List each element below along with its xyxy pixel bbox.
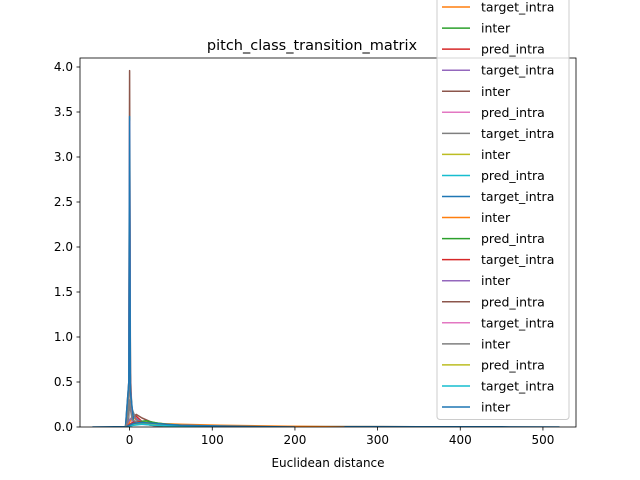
x-tick-label: 0 xyxy=(126,433,134,447)
legend-label-13: target_intra xyxy=(481,252,554,267)
legend-box xyxy=(436,0,570,420)
legend-label-9: pred_intra xyxy=(481,168,545,183)
x-tick-label: 500 xyxy=(531,433,554,447)
legend: target_intrainterpred_intratarget_intrai… xyxy=(436,0,570,420)
legend-label-12: pred_intra xyxy=(481,231,545,246)
y-tick-label: 4.0 xyxy=(54,60,73,74)
series-line-5 xyxy=(124,69,213,427)
x-tick-label: 200 xyxy=(283,433,306,447)
y-tick-label: 3.5 xyxy=(54,105,73,119)
legend-label-1: target_intra xyxy=(481,0,554,15)
x-tick-label: 300 xyxy=(366,433,389,447)
legend-label-19: target_intra xyxy=(481,378,554,393)
y-axis: 0.0 0.5 1.0 1.5 2.0 2.5 3.0 3.5 4.0 xyxy=(54,60,80,434)
legend-label-6: pred_intra xyxy=(481,105,545,120)
legend-label-5: inter xyxy=(481,84,511,99)
series-line-19 xyxy=(125,423,221,427)
series-line-2 xyxy=(124,165,229,427)
y-tick-label: 0.5 xyxy=(54,375,73,389)
series-line-20 xyxy=(125,421,295,427)
legend-label-7: target_intra xyxy=(481,126,554,141)
series-line-3 xyxy=(124,174,180,427)
legend-label-2: inter xyxy=(481,21,511,36)
y-tick-label: 2.0 xyxy=(54,240,73,254)
legend-label-15: pred_intra xyxy=(481,294,545,309)
legend-label-11: inter xyxy=(481,210,511,225)
chart-title: pitch_class_transition_matrix xyxy=(207,38,418,54)
legend-label-16: target_intra xyxy=(481,315,554,330)
legend-label-20: inter xyxy=(481,400,511,415)
legend-label-4: target_intra xyxy=(481,63,554,78)
y-tick-label: 3.0 xyxy=(54,150,73,164)
legend-label-10: target_intra xyxy=(481,189,554,204)
legend-label-8: inter xyxy=(481,147,511,162)
y-tick-label: 1.5 xyxy=(54,285,73,299)
y-tick-label: 2.5 xyxy=(54,195,73,209)
axes-frame xyxy=(79,57,577,428)
legend-label-17: inter xyxy=(481,336,511,351)
legend-label-14: inter xyxy=(481,273,511,288)
x-axis: 0 100 200 300 400 500 xyxy=(126,427,554,447)
legend-label-18: pred_intra xyxy=(481,357,545,372)
x-tick-label: 100 xyxy=(201,433,224,447)
series-line-6 xyxy=(125,120,163,427)
x-axis-label: Euclidean distance xyxy=(271,456,384,470)
plot-area xyxy=(79,57,577,428)
legend-label-3: pred_intra xyxy=(481,42,545,57)
y-tick-label: 1.0 xyxy=(54,330,73,344)
x-tick-label: 400 xyxy=(449,433,472,447)
y-tick-label: 0.0 xyxy=(54,420,73,434)
